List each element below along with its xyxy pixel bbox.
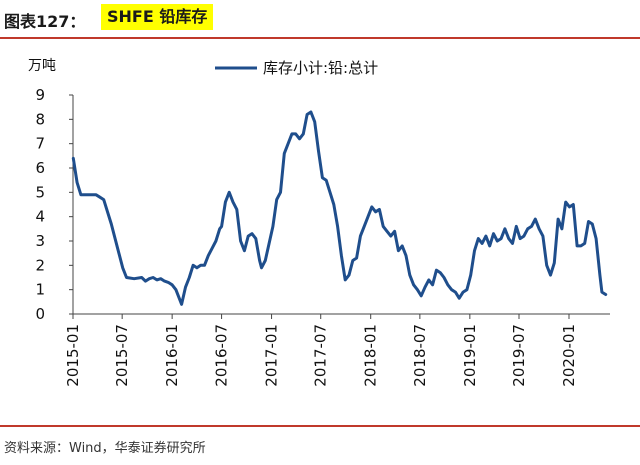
y-tick-label: 0: [35, 305, 45, 323]
y-tick-label: 7: [35, 135, 45, 153]
x-tick-label: 2017-07: [312, 324, 330, 387]
y-tick-label: 8: [35, 110, 45, 128]
legend-label: 库存小计:铅:总计: [263, 59, 378, 77]
x-tick-label: 2019-07: [510, 324, 528, 387]
line-chart: 0 1 2 3 4 5 6 7 8 9 2015-01 2015-07 2016-01 2016-07 20…: [28, 58, 610, 387]
y-tick-label: 9: [35, 86, 45, 104]
y-tick-label: 6: [35, 159, 45, 177]
y-axis-unit: 万吨: [28, 58, 56, 74]
x-tick-label: 2016-07: [213, 324, 231, 387]
x-tick-label: 2017-01: [263, 324, 281, 387]
figure-number: 图表127：: [4, 12, 86, 31]
x-tick-label: 2020-01: [560, 324, 578, 387]
y-tick-label: 2: [35, 256, 45, 274]
y-tick-label: 5: [35, 183, 45, 201]
x-tick-label: 2018-01: [362, 324, 380, 387]
y-tick-label: 1: [35, 281, 45, 299]
series-line: [71, 110, 608, 306]
x-tick-label: 2015-01: [64, 324, 82, 387]
plot-area: 0 1 2 3 4 5 6 7 8 9 2015-01 2015-07 2016-01 2016-07 20…: [28, 58, 610, 387]
x-tick-label: 2016-01: [163, 324, 181, 387]
figure-title: SHFE 铅库存: [101, 4, 214, 30]
x-tick-label: 2015-07: [113, 324, 131, 387]
bottom-rule: [0, 425, 640, 427]
x-tick-label: 2019-01: [461, 324, 479, 387]
y-tick-label: 4: [35, 208, 45, 226]
y-tick-label: 3: [35, 232, 45, 250]
source-note: 资料来源：Wind，华泰证券研究所: [4, 441, 206, 456]
top-rule: [0, 37, 640, 39]
figure-title-bar: 图表127： SHFE 铅库存: [0, 0, 640, 34]
x-tick-label: 2018-07: [411, 324, 429, 387]
